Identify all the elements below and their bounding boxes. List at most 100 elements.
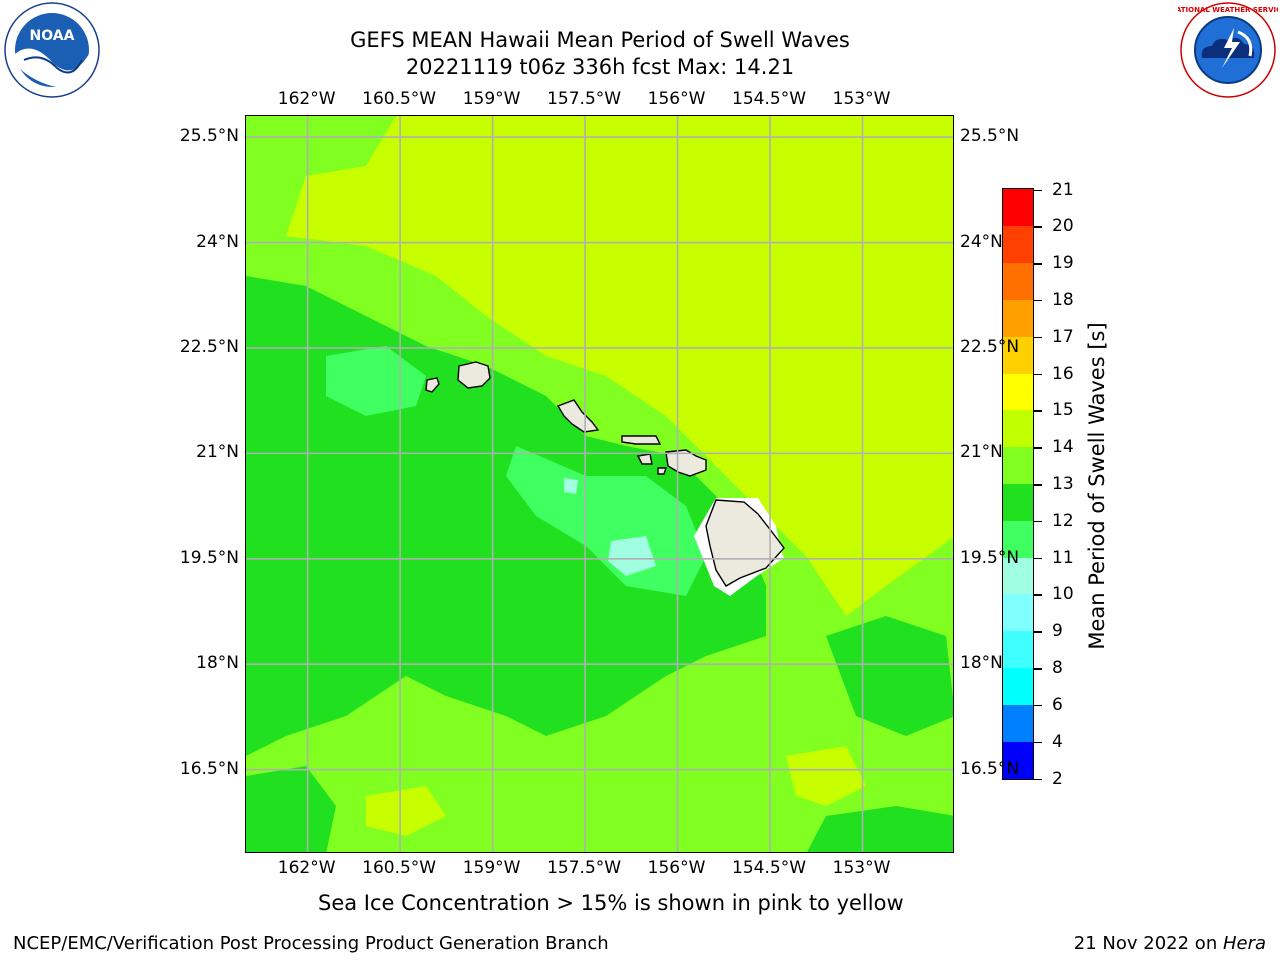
field-11-12-sse (807, 806, 953, 852)
colorbar-level-label: 14 (1052, 437, 1074, 458)
lon-tick-label-bottom: 156°W (647, 858, 706, 878)
colorbar-tick (1034, 594, 1042, 596)
colorbar-segment (1003, 336, 1033, 374)
colorbar-segment (1003, 630, 1033, 669)
footer-credit: NCEP/EMC/Verification Post Processing Pr… (13, 933, 609, 954)
field-13-14-patch1 (366, 786, 446, 836)
island-molokai (621, 435, 662, 445)
colorbar (1002, 188, 1034, 780)
colorbar-level-label: 4 (1052, 731, 1063, 752)
lat-tick-label-left: 22.5°N (179, 336, 239, 357)
lon-tick-label-bottom: 162°W (277, 858, 336, 878)
sea-ice-caption: Sea Ice Concentration > 15% is shown in … (318, 891, 904, 915)
lat-tick-label-right: 18°N (960, 653, 1003, 674)
colorbar-level-label: 8 (1052, 658, 1063, 679)
colorbar-segment (1003, 593, 1033, 632)
colorbar-level-label: 15 (1052, 400, 1074, 421)
footer-machine: Hera (1222, 933, 1266, 954)
lon-tick-label-bottom: 159°W (462, 858, 521, 878)
colorbar-tick (1034, 336, 1042, 339)
lat-tick-label-left: 19.5°N (179, 547, 239, 568)
lon-tick-label-top: 159°W (462, 89, 521, 109)
colorbar-tick (1034, 520, 1042, 523)
lon-tick-label-top: 157.5°W (547, 89, 622, 109)
colorbar-level-label: 6 (1052, 694, 1063, 715)
island-niihau (425, 377, 440, 393)
colorbar-level-label: 18 (1052, 289, 1074, 310)
colorbar-segment (1003, 557, 1033, 595)
colorbar-tick (1034, 704, 1042, 707)
colorbar-level-label: 10 (1052, 584, 1074, 605)
colorbar-segment (1003, 373, 1033, 411)
colorbar-level-label: 16 (1052, 363, 1074, 384)
colorbar-segment (1003, 741, 1033, 779)
field-9-10 (608, 536, 656, 576)
noaa-wordmark: NOAA (30, 28, 75, 44)
lat-tick-label-right: 22.5°N (960, 336, 1020, 357)
colorbar-tick (1034, 410, 1042, 412)
colorbar-tick (1034, 484, 1042, 486)
footer-date-text: 21 Nov 2022 on (1073, 933, 1223, 954)
colorbar-segment (1003, 483, 1033, 521)
island-maui (665, 449, 707, 477)
colorbar-tick (1034, 741, 1042, 744)
lon-tick-label-top: 154.5°W (732, 89, 807, 109)
colorbar-level-label: 2 (1052, 768, 1063, 789)
lat-tick-label-left: 16.5°N (179, 758, 239, 779)
map-panel[interactable] (245, 115, 954, 853)
colorbar-tick (1034, 299, 1042, 302)
lat-tick-label-left: 24°N (196, 231, 239, 252)
nws-ring-text: NATIONAL WEATHER SERVICE (1178, 6, 1278, 14)
colorbar-level-label: 9 (1052, 621, 1063, 642)
colorbar-level-label: 12 (1052, 510, 1074, 531)
colorbar-tick (1034, 631, 1042, 633)
footer-date: 21 Nov 2022 on Hera (1074, 933, 1266, 954)
island-hawaii (705, 499, 785, 587)
swell-period-field (246, 116, 953, 852)
colorbar-level-label: 19 (1052, 253, 1074, 274)
colorbar-tick (1034, 668, 1042, 670)
field-10-11-a (326, 346, 426, 416)
lon-tick-label-bottom: 157.5°W (547, 858, 622, 878)
map-subtitle: 20221119 t06z 336h fcst Max: 14.21 (405, 55, 795, 79)
colorbar-level-label: 13 (1052, 474, 1074, 494)
lat-tick-label-left: 25.5°N (179, 126, 239, 147)
colorbar-tick (1034, 189, 1042, 191)
lat-tick-label-left: 21°N (196, 442, 239, 463)
colorbar-tick (1034, 226, 1042, 228)
field-13-14-ne (286, 116, 953, 616)
colorbar-segment (1003, 704, 1033, 742)
colorbar-tick (1034, 557, 1042, 560)
colorbar-tick (1034, 778, 1042, 780)
lon-tick-label-top: 153°W (832, 89, 891, 109)
colorbar-segment (1003, 299, 1033, 337)
graticule (246, 116, 953, 852)
field-9-10-b (564, 478, 578, 494)
colorbar-segment (1003, 667, 1033, 705)
lat-tick-label-right: 21°N (960, 442, 1003, 463)
lat-tick-label-left: 18°N (196, 653, 239, 674)
lon-tick-label-top: 156°W (647, 89, 706, 109)
lon-tick-label-top: 160.5°W (362, 89, 437, 109)
lat-tick-label-right: 25.5°N (960, 126, 1020, 147)
noaa-logo: NOAA (4, 2, 100, 98)
island-kahoolawe (657, 467, 667, 475)
island-lanai (636, 453, 653, 465)
colorbar-segment (1003, 520, 1033, 558)
colorbar-level-label: 20 (1052, 216, 1074, 237)
colorbar-level-label: 11 (1052, 547, 1074, 568)
lon-tick-label-bottom: 154.5°W (732, 858, 807, 878)
colorbar-segment (1003, 409, 1033, 448)
lat-tick-label-right: 16.5°N (960, 758, 1020, 779)
lon-tick-label-bottom: 160.5°W (362, 858, 437, 878)
island-kauai (457, 361, 491, 389)
colorbar-segment (1003, 189, 1033, 227)
lat-tick-label-right: 19.5°N (960, 547, 1020, 568)
field-11-12-se (826, 616, 953, 736)
lon-tick-label-top: 162°W (277, 89, 336, 109)
lon-tick-label-bottom: 153°W (832, 858, 891, 878)
colorbar-tick (1034, 447, 1042, 449)
nws-logo: NATIONAL WEATHER SERVICE (1178, 2, 1278, 98)
lat-tick-label-right: 24°N (960, 231, 1003, 252)
colorbar-level-label: 17 (1052, 326, 1074, 347)
